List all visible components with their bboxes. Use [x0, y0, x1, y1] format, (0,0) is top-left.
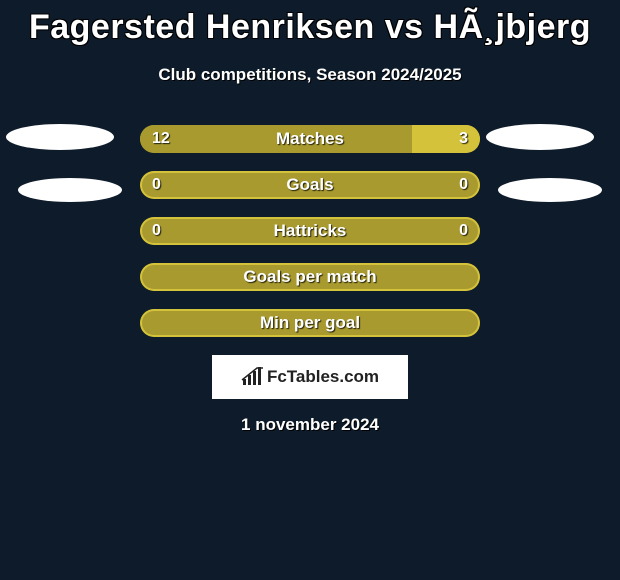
- placeholder-oval: [18, 178, 122, 202]
- comparison-bars: 123Matches 00Goals 00Hattricks Goals per ma…: [0, 125, 620, 337]
- bar-label: Goals per match: [140, 263, 480, 291]
- placeholder-oval: [486, 124, 594, 150]
- subtitle: Club competitions, Season 2024/2025: [0, 65, 620, 85]
- placeholder-oval: [6, 124, 114, 150]
- chart-icon: [241, 367, 265, 387]
- logo-text: FcTables.com: [267, 367, 379, 387]
- bar-label: Min per goal: [140, 309, 480, 337]
- stat-bar: 123Matches: [140, 125, 480, 153]
- fctables-logo: FcTables.com: [212, 355, 408, 399]
- bar-label: Hattricks: [140, 217, 480, 245]
- stat-bar: Min per goal: [140, 309, 480, 337]
- bar-label: Goals: [140, 171, 480, 199]
- stat-bar: 00Hattricks: [140, 217, 480, 245]
- stat-bar: Goals per match: [140, 263, 480, 291]
- placeholder-oval: [498, 178, 602, 202]
- date-text: 1 november 2024: [0, 415, 620, 435]
- bar-label: Matches: [140, 125, 480, 153]
- stat-bar: 00Goals: [140, 171, 480, 199]
- page-title: Fagersted Henriksen vs HÃ¸jbjerg: [0, 0, 620, 47]
